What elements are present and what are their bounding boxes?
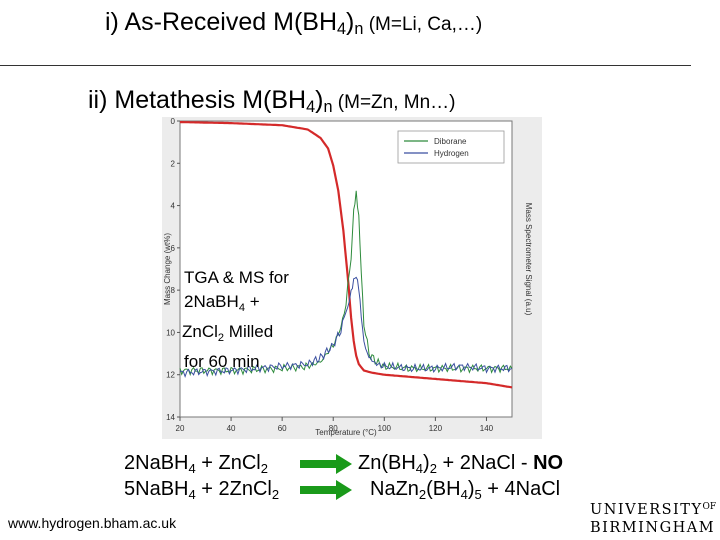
x-tick-label: 140: [480, 424, 494, 433]
y-tick-label: 10: [166, 328, 175, 337]
x-tick-label: 60: [278, 424, 287, 433]
x-tick-label: 20: [176, 424, 185, 433]
y-tick-label: 2: [171, 159, 176, 168]
y-tick-label: 12: [166, 371, 175, 380]
reaction-arrow-1: [300, 454, 352, 474]
x-tick-label: 120: [429, 424, 443, 433]
divider-line: [0, 65, 691, 66]
x-tick-label: 100: [378, 424, 392, 433]
annotation-line-1: TGA & MS for: [184, 268, 289, 287]
reaction-arrow-2: [300, 480, 352, 500]
y-axis-label-right: Mass Spectrometer Signal (a.u): [524, 203, 533, 316]
y-axis-label-left: Mass Change (wt%): [163, 233, 172, 305]
heading2-sub: 4: [306, 98, 316, 116]
equation1-reactants: 2NaBH4 + ZnCl2: [124, 452, 268, 476]
heading1-prefix: i) As-Received M(BH: [105, 8, 337, 36]
tga-ms-chart: 20 40 60 80 100 120 140 0 2 4 6 8 10 12 14 Temperature …: [162, 117, 542, 439]
heading-metathesis: ii) Metathesis M(BH4)n (M=Zn, Mn…): [88, 86, 456, 117]
legend-label-hydrogen: Hydrogen: [434, 149, 469, 158]
series-line-hydrogen: [179, 276, 513, 379]
logo-line-1: UNIVERSITY: [590, 502, 703, 518]
legend-box: [397, 130, 505, 164]
annotation-line-3: ZnCl2 Milled: [182, 322, 274, 344]
annotation-line-2: 2NaBH4 +: [184, 292, 260, 314]
equation1-products: Zn(BH4)2 + 2NaCl - NO: [358, 452, 564, 476]
y-tick-label: 0: [171, 117, 176, 126]
y-tick-label: 14: [166, 413, 175, 422]
heading2-note: (M=Zn, Mn…): [332, 92, 456, 113]
university-logo: UNIVERSITYOF BIRMINGHAM: [590, 498, 716, 537]
heading2-prefix: ii) Metathesis M(BH: [88, 86, 307, 114]
x-tick-label: 40: [227, 424, 236, 433]
legend-label-diborane: Diborane: [434, 137, 467, 146]
series-line-mass-change-tga-: [180, 120, 513, 389]
heading1-sub2: n: [354, 20, 364, 38]
logo-of: OF: [702, 502, 717, 512]
chart-annotation: TGA & MS for 2NaBH4 + ZnCl2 Milled for 6…: [182, 266, 289, 374]
annotation-line-4: for 60 min: [184, 352, 260, 371]
x-axis-label: Temperature (°C): [315, 428, 377, 437]
heading1-mid: ): [346, 8, 355, 36]
heading1-sub: 4: [337, 20, 347, 38]
equation2-reactants: 5NaBH4 + 2ZnCl2: [124, 478, 280, 502]
heading2-sub2: n: [323, 98, 333, 116]
y-tick-label: 8: [171, 286, 176, 295]
y-tick-label: 6: [171, 244, 176, 253]
x-tick-label: 80: [329, 424, 338, 433]
heading1-note: (M=Li, Ca,…): [363, 14, 483, 35]
heading2-mid: ): [315, 86, 324, 114]
footer-url: www.hydrogen.bham.ac.uk: [8, 515, 177, 531]
heading-as-received: i) As-Received M(BH4)n (M=Li, Ca,…): [105, 8, 482, 39]
equation2-products: NaZn2(BH4)5 + 4NaCl: [370, 478, 561, 502]
y-tick-label: 4: [171, 202, 176, 211]
logo-line-2: BIRMINGHAM: [590, 520, 716, 536]
